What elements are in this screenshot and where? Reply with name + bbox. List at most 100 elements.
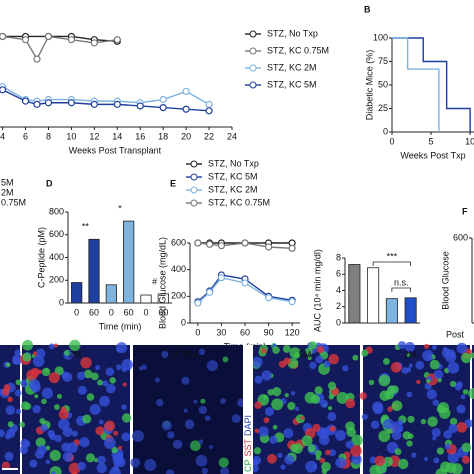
micrograph-cell [91,372,99,381]
micrograph-cell [325,449,331,456]
y-tick-label: 600 [453,232,468,242]
micrograph-cell [30,382,41,393]
point [113,36,121,44]
micrograph-cell [193,399,198,404]
micrograph-cell [318,434,330,446]
legend-label: STZ, KC 5M [267,79,317,89]
x-tick-label: 0 [74,307,79,317]
point [67,36,76,44]
micrograph-cell [352,354,359,361]
x-tick-label: 0 [109,307,114,317]
micrograph-cell [54,434,62,443]
micrograph-cell [283,428,294,439]
micrograph-cell [254,401,262,409]
y-tick-label: 600 [49,229,64,239]
micrograph-cell [271,398,284,411]
y-tick-label: 100 [373,32,388,42]
y-tick-label: 2 [336,301,341,311]
micrograph-cell [251,356,263,368]
micrograph-cell [420,418,427,425]
micrograph-cell [222,356,229,363]
y-tick-label: 4 [336,285,341,295]
y-axis-label: Blood Glucose [440,251,450,310]
micrograph-cell [372,401,384,413]
micrograph-cell [316,345,325,354]
micrograph-cell [468,388,474,400]
micrograph-cell [48,343,55,350]
micrograph-cell [328,353,339,365]
micrograph-cell [83,369,93,379]
micrograph-cell [307,355,312,361]
y-tick-label: 0 [59,297,64,307]
micrograph-cell [308,341,317,350]
micrograph-cell [53,343,58,348]
y-tick-label: 200 [49,275,64,285]
x-tick-label: 5 [429,136,434,146]
micrograph-cell [328,406,333,411]
micrograph-cell [122,382,127,387]
micrograph-cell [398,458,409,470]
x-tick-label: 4 [0,131,5,141]
x-tick-label: 90 [264,327,274,337]
micrograph-cell [359,392,367,400]
micrograph-cell [345,398,356,409]
x-tick-label: 30 [216,327,226,337]
micrograph-cell [22,339,33,351]
micrograph-cell [415,360,425,370]
micrograph-cell [111,446,118,454]
micrograph-cell [14,349,21,356]
micrograph-cell [32,404,41,414]
micrograph-cell [283,357,291,365]
micrograph-cell [277,452,283,458]
micrograph-cell [218,457,229,468]
micrograph-cell [172,439,183,450]
micrograph-cell [200,398,206,404]
legend-marker [190,199,198,207]
micrograph-cell [378,374,391,387]
micrograph-cell [406,440,413,447]
micrograph-cell [116,347,122,353]
series-line [392,37,471,132]
micrograph-cell [361,413,368,420]
micrograph-cell [290,391,296,396]
micrograph-cell [220,398,226,404]
micrograph [472,345,474,474]
micrograph-cell [431,428,441,438]
micrograph-cell [113,430,119,436]
bar [105,284,117,304]
micrograph-cell [98,419,104,425]
micrograph-cell [12,354,23,365]
micrograph-cell [253,447,262,455]
micrograph [133,345,243,474]
micrograph-cell [121,358,133,371]
micrograph-cell [406,391,413,398]
micrograph-cell [462,455,470,464]
micrograph-cell [85,453,96,463]
point [159,95,167,104]
legend-marker [190,186,198,194]
micrograph-cell [263,417,270,424]
point [194,299,202,307]
point [205,100,213,108]
point [0,32,7,41]
micrograph-cell [29,459,38,468]
micrograph-cell [449,417,458,426]
legend-marker [249,64,257,72]
micrograph-cell [267,453,277,464]
micrograph-cell [411,452,417,458]
micrograph-cell [456,421,468,433]
micrograph-cell [132,430,144,443]
x-tick-label: 120 [285,327,300,337]
point [182,87,190,96]
legend-label: STZ, No Txp [267,28,318,38]
micrograph-cell [345,421,355,432]
micrograph-cell [345,440,354,449]
micrograph-cell [67,442,78,453]
micrograph-cell [181,376,190,385]
micrograph-cell [53,404,60,410]
micrograph-cell [436,404,445,414]
bar [140,294,152,304]
micrograph-cell [402,431,412,440]
micrograph-cell [432,436,437,441]
